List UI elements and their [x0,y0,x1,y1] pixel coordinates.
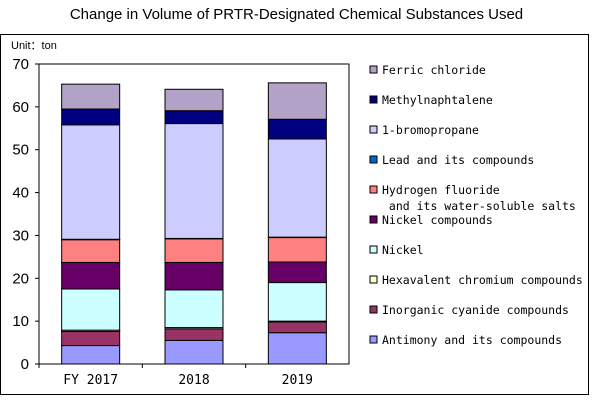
bar-segment [267,321,327,334]
bar-segment [164,289,224,329]
legend-swatch [369,65,378,74]
legend-swatch [369,185,378,194]
unit-label: Unit：ton [11,40,57,52]
legend-label: Hexavalent chromium compounds [382,273,583,287]
y-axis: 0 10 20 30 40 50 60 70 [12,56,39,373]
legend-label: 1-bromopropane [382,123,479,137]
x-tick-label: 2019 [282,373,313,388]
legend-label: Nickel [382,243,424,257]
bar-segment [61,261,121,290]
bar-segment [61,345,121,365]
x-tick-label: 2018 [178,373,209,388]
bar-segment [164,328,224,341]
x-tick-label: FY 2017 [63,373,118,388]
page-title: Change in Volume of PRTR-Designated Chem… [69,6,524,23]
bar-segment [164,339,224,365]
x-axis: FY 2017 2018 2019 [38,364,313,388]
bars-group [61,82,327,365]
y-tick-label: 70 [12,56,29,73]
bar-segment [267,261,327,284]
bar-segment [164,238,224,263]
legend-swatch [369,125,378,134]
legend-swatch [369,275,378,284]
bar-segment [267,282,327,322]
bar-segment [267,332,327,365]
y-tick-label: 0 [21,356,29,373]
y-tick-label: 50 [12,142,29,159]
bar-segment [164,123,224,239]
legend-label: Methylnaphtalene [382,93,493,107]
bar-segment [164,261,224,291]
legend: Ferric chloride Methylnaphtalene 1-bromopr… [369,63,583,347]
bar-segment [164,110,224,125]
bar-segment [61,108,121,126]
legend-swatch [369,245,378,254]
y-tick-label: 10 [12,313,29,330]
bar-segment [61,330,121,347]
bar-segment [267,82,327,120]
bar-segment [267,138,327,238]
legend-label: Nickel compounds [382,213,493,227]
legend-label: Lead and its compounds [382,153,534,167]
legend-label: Ferric chloride [382,63,486,77]
bar-segment [61,124,121,240]
bar-segment [164,88,224,112]
legend-label: Hydrogen fluoride and its water-soluble … [382,183,576,213]
bar-segment [267,118,327,140]
y-tick-label: 40 [12,185,29,202]
legend-swatch [369,305,378,314]
y-tick-label: 20 [12,270,29,287]
legend-swatch [369,335,378,344]
legend-swatch [369,155,378,164]
chart-area: Unit：ton 0 10 20 30 40 50 60 70 FY 2017 2018 2019… [0,34,589,395]
bar-segment [61,83,121,110]
y-tick-label: 60 [12,99,29,116]
stacked-bar-chart: Unit：ton 0 10 20 30 40 50 60 70 FY 2017 2018 2019… [11,40,583,388]
bar-segment [267,237,327,263]
y-tick-label: 30 [12,227,29,244]
legend-label: Antimony and its compounds [382,333,562,347]
legend-label: Inorganic cyanide compounds [382,303,569,317]
legend-swatch [369,95,378,104]
bar-segment [61,288,121,331]
bar-segment [61,239,121,263]
legend-swatch [369,215,378,224]
